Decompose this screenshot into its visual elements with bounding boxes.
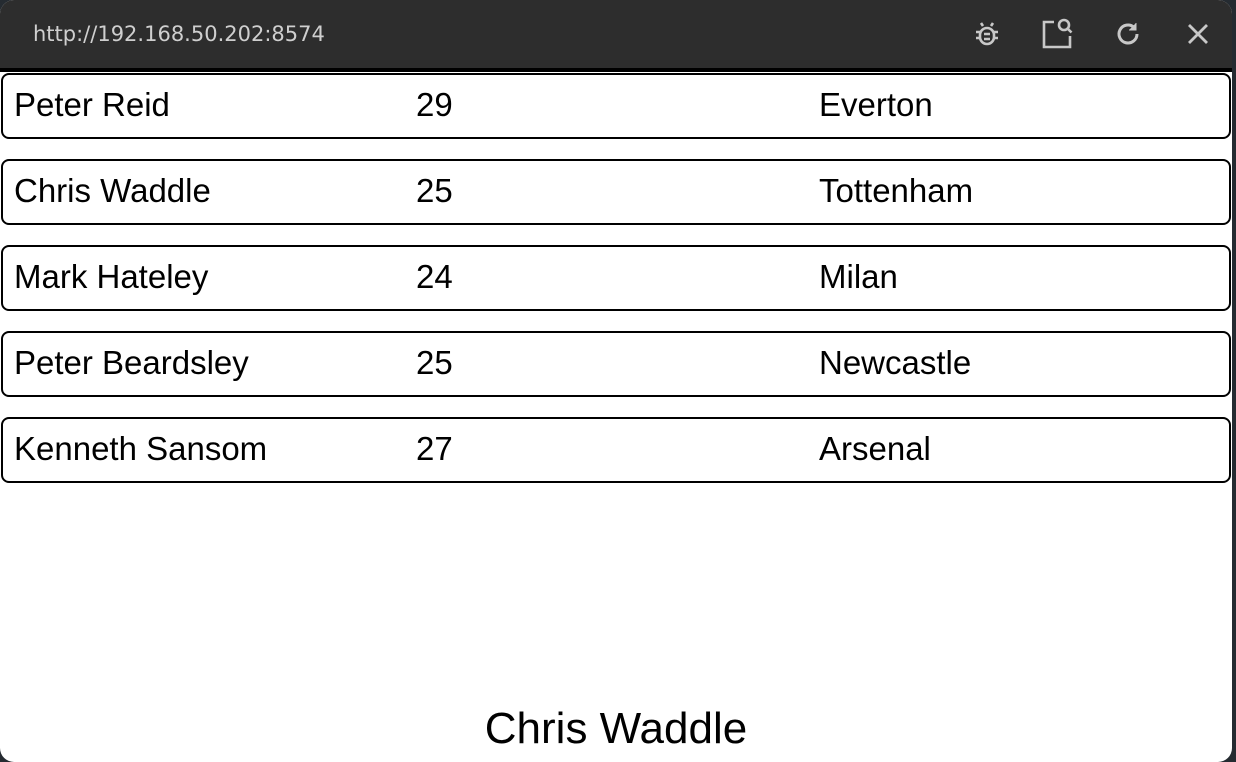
player-club: Everton — [819, 86, 933, 123]
title-bar: http://192.168.50.202:8574 — [0, 0, 1232, 72]
list-item[interactable]: Kenneth Sansom 27 Arsenal — [1, 417, 1231, 483]
screenshot-search-icon[interactable] — [1040, 17, 1074, 51]
list-item[interactable]: Peter Reid 29 Everton — [1, 73, 1231, 139]
list-item[interactable]: Peter Beardsley 25 Newcastle — [1, 331, 1231, 397]
player-club: Newcastle — [819, 344, 972, 381]
player-name: Peter Reid — [14, 86, 170, 123]
player-age: 25 — [416, 344, 453, 381]
bug-icon[interactable] — [970, 17, 1004, 51]
list-item[interactable]: Chris Waddle 25 Tottenham — [1, 159, 1231, 225]
player-club: Milan — [819, 258, 898, 295]
player-age: 25 — [416, 172, 453, 209]
player-age: 29 — [416, 86, 453, 123]
list-item[interactable]: Mark Hateley 24 Milan — [1, 245, 1231, 311]
close-icon[interactable] — [1181, 17, 1215, 51]
player-name: Peter Beardsley — [14, 344, 249, 381]
player-age: 24 — [416, 258, 453, 295]
player-club: Arsenal — [819, 430, 931, 467]
player-name: Chris Waddle — [14, 172, 211, 209]
reload-icon[interactable] — [1111, 17, 1145, 51]
url-label: http://192.168.50.202:8574 — [33, 22, 325, 46]
selected-player-label: Chris Waddle — [484, 704, 748, 753]
player-name: Mark Hateley — [14, 258, 209, 295]
player-age: 27 — [416, 430, 453, 467]
player-club: Tottenham — [819, 172, 974, 209]
player-name: Kenneth Sansom — [14, 430, 268, 467]
